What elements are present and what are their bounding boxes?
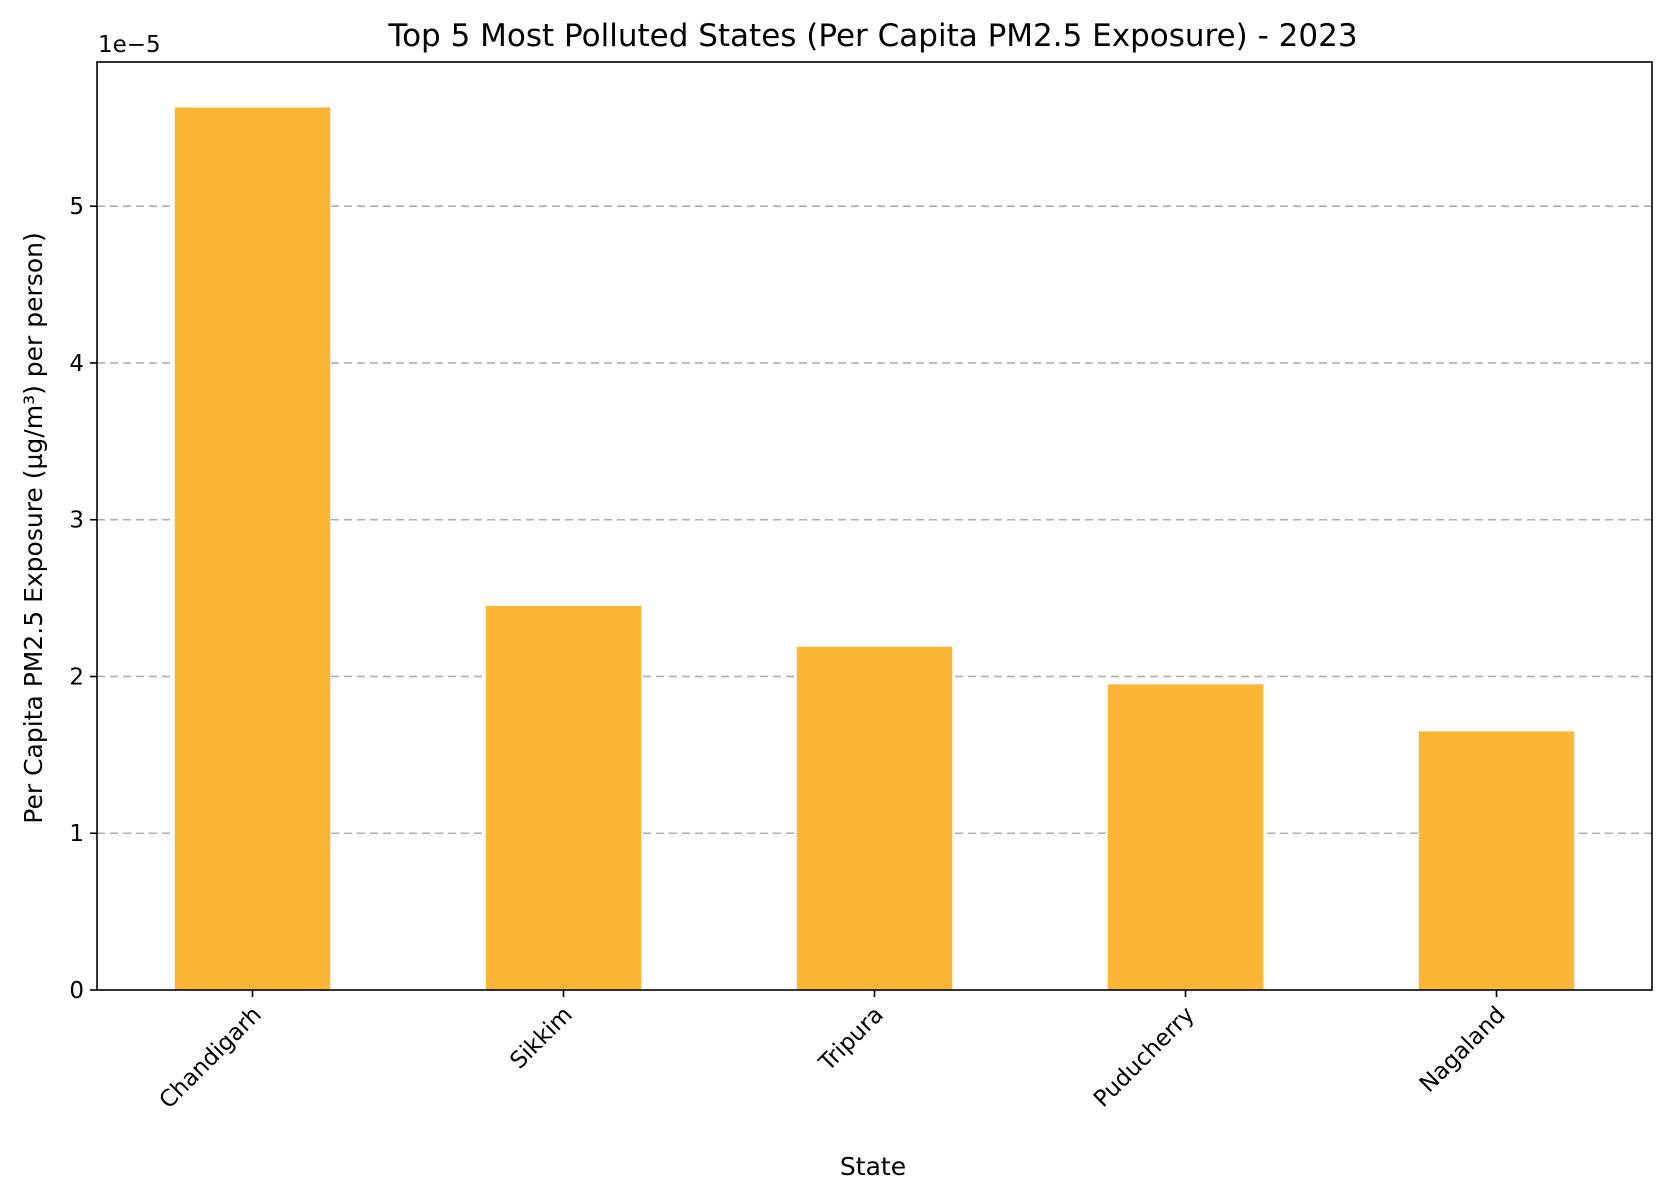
- bars: [174, 107, 1575, 990]
- bar-tripura: [796, 646, 953, 990]
- y-tick-label: 3: [69, 508, 84, 534]
- y-tick-label: 4: [69, 351, 84, 377]
- bar-sikkim: [485, 605, 642, 990]
- y-axis-scale-label: 1e−5: [98, 32, 161, 58]
- y-axis-ticks: 0 1 2 3 4 5: [69, 194, 97, 1004]
- chart-title: Top 5 Most Polluted States (Per Capita P…: [387, 18, 1357, 54]
- y-tick-label: 5: [69, 194, 84, 220]
- y-axis-label: Per Capita PM2.5 Exposure (µg/m³) per pe…: [19, 232, 48, 823]
- bar-nagaland: [1418, 731, 1575, 990]
- y-tick-label: 2: [69, 664, 84, 690]
- x-axis-label: State: [840, 1152, 906, 1181]
- y-tick-label: 0: [69, 978, 84, 1004]
- bar-puducherry: [1107, 684, 1264, 990]
- bar-chandigarh: [174, 107, 331, 990]
- y-tick-label: 1: [69, 821, 84, 847]
